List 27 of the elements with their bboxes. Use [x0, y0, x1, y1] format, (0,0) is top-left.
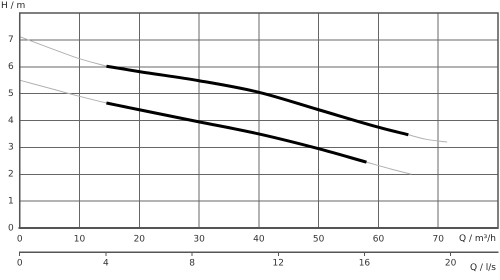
x-tick-label: 50 [312, 234, 325, 245]
y-tick-label: 5 [8, 88, 14, 99]
x2-tick-label: 16 [358, 258, 370, 269]
y-axis-title: H / m [1, 0, 26, 11]
x-tick-label: 40 [253, 234, 265, 245]
x-tick-label: 70 [432, 234, 444, 245]
x2-tick-label: 4 [103, 258, 110, 269]
line-series [104, 64, 410, 136]
x2-tick-label: 8 [189, 258, 196, 269]
y-tick-label: 1 [8, 196, 14, 206]
y-tick-label: 6 [8, 62, 14, 72]
x2-tick-label: 20 [444, 258, 457, 269]
x2-tick-label: 0 [16, 258, 23, 269]
y-tick-label: 0 [8, 223, 14, 234]
x-tick-label: 10 [74, 234, 86, 245]
y-tick-label: 4 [8, 116, 14, 126]
x-tick-label: 60 [372, 234, 384, 245]
x2-axis-title: Q / l/s [470, 262, 496, 273]
x2-tick-label: 12 [272, 258, 284, 269]
x-axis-title: Q / m³/h [459, 234, 496, 244]
y-tick-label: 3 [8, 142, 14, 153]
x-tick-label: 30 [193, 234, 206, 245]
line-series [104, 102, 368, 164]
y-tick-label: 2 [8, 170, 14, 180]
x-tick-label: 0 [16, 234, 23, 245]
x-tick-label: 20 [134, 234, 146, 245]
y-tick-label: 7 [8, 35, 14, 46]
